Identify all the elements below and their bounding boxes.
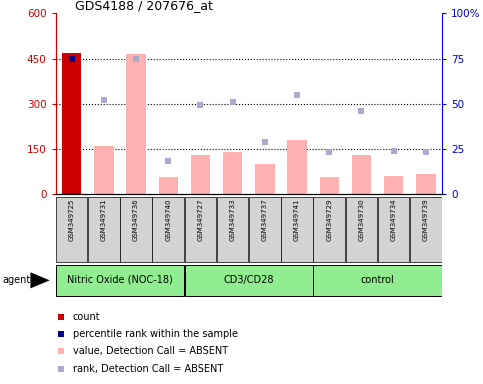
Bar (378, 197, 410, 262)
Text: GSM349730: GSM349730 (358, 199, 365, 241)
Bar (223, 152, 242, 194)
Bar (352, 155, 371, 194)
Text: GSM349731: GSM349731 (101, 199, 107, 241)
Bar (416, 174, 436, 194)
Bar (153, 197, 184, 262)
Text: GSM349736: GSM349736 (133, 199, 139, 241)
Text: GDS4188 / 207676_at: GDS4188 / 207676_at (75, 0, 213, 12)
Bar (56, 197, 87, 262)
Text: GSM349734: GSM349734 (391, 199, 397, 241)
Bar (62, 53, 81, 194)
Text: percentile rank within the sample: percentile rank within the sample (73, 329, 238, 339)
Text: value, Detection Call = ABSENT: value, Detection Call = ABSENT (73, 346, 228, 356)
Bar (320, 177, 339, 194)
Text: GSM349727: GSM349727 (198, 199, 203, 241)
Text: GSM349740: GSM349740 (165, 199, 171, 241)
Text: rank, Detection Call = ABSENT: rank, Detection Call = ABSENT (73, 364, 223, 374)
Bar (127, 54, 146, 194)
Bar (384, 176, 403, 194)
Bar (56, 265, 184, 296)
Bar (185, 197, 216, 262)
Bar (281, 197, 313, 262)
Text: GSM349737: GSM349737 (262, 199, 268, 241)
Text: GSM349739: GSM349739 (423, 199, 429, 241)
Bar (158, 177, 178, 194)
Bar (255, 164, 274, 194)
Text: GSM349733: GSM349733 (229, 199, 236, 241)
Bar (287, 140, 307, 194)
Text: GSM349729: GSM349729 (326, 199, 332, 241)
Bar (313, 197, 345, 262)
Bar (88, 197, 120, 262)
Text: control: control (361, 275, 395, 285)
Bar (94, 146, 114, 194)
Bar (217, 197, 248, 262)
Text: count: count (73, 312, 100, 322)
Bar (249, 197, 281, 262)
Text: CD3/CD28: CD3/CD28 (224, 275, 274, 285)
Text: GSM349725: GSM349725 (69, 199, 75, 241)
Polygon shape (30, 272, 50, 288)
Text: agent: agent (2, 275, 30, 285)
Bar (120, 197, 152, 262)
Bar (313, 265, 441, 296)
Bar (185, 265, 313, 296)
Text: Nitric Oxide (NOC-18): Nitric Oxide (NOC-18) (67, 275, 173, 285)
Bar (346, 197, 377, 262)
Bar (410, 197, 441, 262)
Bar (191, 155, 210, 194)
Text: GSM349741: GSM349741 (294, 199, 300, 241)
